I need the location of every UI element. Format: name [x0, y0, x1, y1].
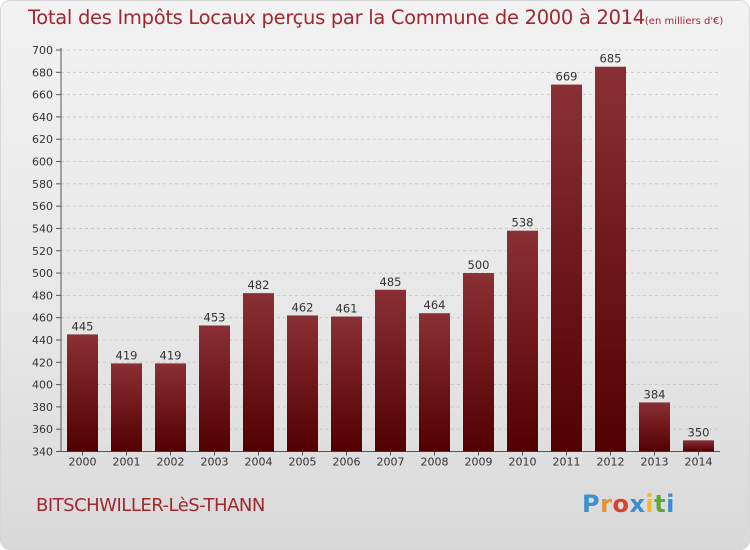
y-tick-label: 540 — [32, 222, 53, 235]
commune-name: BITSCHWILLER-LèS-THANN — [36, 495, 265, 516]
x-tick-label-2011: 2011 — [553, 456, 581, 469]
value-label-2002: 419 — [160, 348, 182, 362]
x-tick-label-2014: 2014 — [685, 456, 713, 469]
y-tick-label: 500 — [32, 267, 53, 280]
x-tick-label-2008: 2008 — [421, 456, 449, 469]
value-label-2011: 669 — [556, 70, 578, 84]
value-label-2012: 685 — [600, 52, 622, 66]
bar-2012 — [595, 66, 626, 452]
value-label-2009: 500 — [468, 258, 490, 272]
y-tick-label: 660 — [32, 89, 53, 102]
logo-letter: i — [666, 490, 675, 518]
bar-2008 — [419, 313, 450, 452]
logo-letter: t — [654, 490, 667, 518]
y-tick-label: 460 — [32, 312, 53, 325]
y-tick-label: 680 — [32, 66, 53, 79]
bar-2010 — [507, 230, 538, 452]
y-tick-label: 400 — [32, 379, 53, 392]
x-tick-label-2009: 2009 — [465, 456, 493, 469]
chart-title: Total des Impôts Locaux perçus par la Co… — [28, 6, 723, 29]
value-label-2010: 538 — [512, 216, 534, 230]
bar-2006 — [331, 316, 362, 452]
value-label-2005: 462 — [292, 300, 314, 314]
y-tick-label: 380 — [32, 401, 53, 414]
y-tick-label: 560 — [32, 200, 53, 213]
y-tick-label: 440 — [32, 334, 53, 347]
x-tick-label-2010: 2010 — [509, 456, 537, 469]
axis-layer: 340 360 380 400 420 440 460 480 500 520 540 560 580 6… — [32, 44, 720, 469]
bar-2000 — [67, 334, 98, 452]
logo-letter: o — [612, 490, 630, 518]
y-tick-label: 360 — [32, 423, 53, 436]
bar-layer — [67, 66, 714, 452]
bar-2005 — [287, 315, 318, 452]
bar-2007 — [375, 289, 406, 452]
chart-title-text: Total des Impôts Locaux perçus par la Co… — [28, 6, 645, 29]
y-tick-label: 620 — [32, 133, 53, 146]
value-label-2008: 464 — [424, 298, 446, 312]
x-tick-label-2007: 2007 — [377, 456, 405, 469]
y-tick-label: 600 — [32, 156, 53, 169]
label-layer: 445 419 419 453 482 462 461 485 464 500 538 669 685 3… — [72, 52, 710, 440]
y-tick-label: 640 — [32, 111, 53, 124]
x-tick-label-2013: 2013 — [641, 456, 669, 469]
x-tick-label-2006: 2006 — [333, 456, 361, 469]
y-tick-label: 700 — [32, 44, 53, 57]
value-label-2013: 384 — [644, 387, 666, 401]
bar-2004 — [243, 293, 274, 452]
y-tick-label: 340 — [32, 446, 53, 459]
logo-letter: r — [600, 490, 613, 518]
bar-2001 — [111, 363, 142, 452]
x-tick-label-2001: 2001 — [113, 456, 141, 469]
bar-2014 — [683, 440, 714, 452]
bar-2002 — [155, 363, 186, 452]
y-tick-label: 420 — [32, 356, 53, 369]
proxiti-logo[interactable]: Proxiti — [582, 490, 675, 518]
bar-2013 — [639, 402, 670, 452]
logo-letter: P — [582, 490, 601, 518]
bar-2003 — [199, 325, 230, 452]
bar-2009 — [463, 273, 494, 452]
y-tick-label: 520 — [32, 245, 53, 258]
value-label-2006: 461 — [336, 302, 358, 316]
y-tick-label: 480 — [32, 289, 53, 302]
logo-letter: i — [645, 490, 655, 518]
x-tick-label-2005: 2005 — [289, 456, 317, 469]
value-label-2004: 482 — [248, 278, 270, 292]
x-tick-label-2003: 2003 — [201, 456, 229, 469]
x-tick-label-2004: 2004 — [245, 456, 273, 469]
bar-2011 — [551, 84, 582, 452]
value-label-2014: 350 — [688, 425, 710, 439]
x-tick-label-2000: 2000 — [69, 456, 97, 469]
x-tick-label-2012: 2012 — [597, 456, 625, 469]
value-label-2001: 419 — [116, 348, 138, 362]
x-tick-label-2002: 2002 — [157, 456, 185, 469]
value-label-2000: 445 — [72, 319, 94, 333]
value-label-2003: 453 — [204, 310, 226, 324]
logo-letter: x — [629, 490, 646, 518]
chart-unit-text: (en milliers d'€) — [644, 16, 724, 27]
value-label-2007: 485 — [380, 275, 402, 289]
y-tick-label: 580 — [32, 178, 53, 191]
